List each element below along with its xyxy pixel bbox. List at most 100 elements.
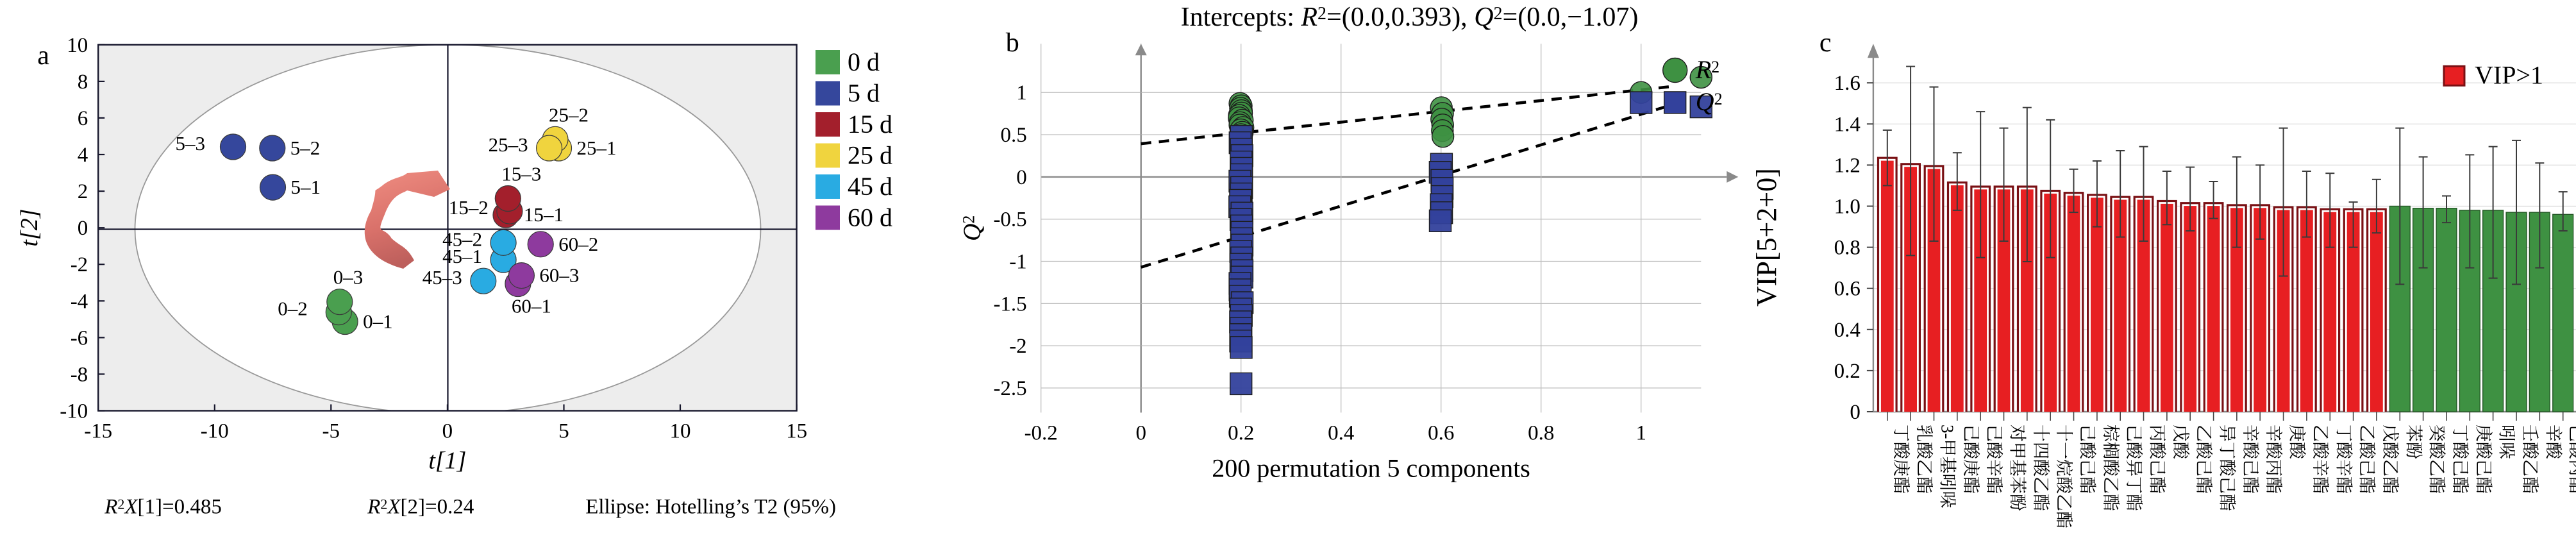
svg-text:5–1: 5–1 <box>291 176 321 198</box>
svg-text:t[1]: t[1] <box>428 448 466 475</box>
svg-text:丁酸庚酯: 丁酸庚酯 <box>1891 425 1911 494</box>
svg-text:3-甲基吲哚: 3-甲基吲哚 <box>1938 425 1957 509</box>
svg-text:1.4: 1.4 <box>1834 113 1861 136</box>
svg-text:5: 5 <box>558 420 569 443</box>
svg-text:0–2: 0–2 <box>278 298 308 320</box>
svg-text:15–3: 15–3 <box>501 163 541 185</box>
svg-text:乙酸己酯: 乙酸己酯 <box>2357 425 2377 494</box>
svg-text:己酸己酯: 己酸己酯 <box>2078 425 2097 494</box>
svg-text:0 d: 0 d <box>848 47 880 76</box>
svg-text:-5: -5 <box>322 420 340 443</box>
svg-text:0: 0 <box>1135 421 1146 444</box>
svg-text:0–3: 0–3 <box>333 266 364 289</box>
svg-text:15: 15 <box>786 420 807 443</box>
svg-text:15–2: 15–2 <box>449 196 489 219</box>
svg-text:0.8: 0.8 <box>1528 421 1554 444</box>
svg-text:乳酸乙酯: 乳酸乙酯 <box>1914 425 1934 494</box>
svg-text:10: 10 <box>670 420 691 443</box>
svg-text:丙酸己酯: 丙酸己酯 <box>2148 425 2167 494</box>
svg-text:-1: -1 <box>1009 251 1027 274</box>
svg-text:辛酸: 辛酸 <box>2543 425 2563 460</box>
svg-text:c: c <box>1819 28 1832 58</box>
svg-text:VIP>1: VIP>1 <box>2475 60 2543 89</box>
svg-text:戊酸乙酯: 戊酸乙酯 <box>2380 425 2400 494</box>
svg-text:0.2: 0.2 <box>1834 360 1861 383</box>
svg-text:吲哚: 吲哚 <box>2497 425 2516 459</box>
svg-text:-15: -15 <box>84 420 112 443</box>
svg-text:b: b <box>1006 28 1019 58</box>
svg-text:0.4: 0.4 <box>1328 421 1354 444</box>
svg-text:60–3: 60–3 <box>539 264 579 287</box>
svg-text:己酸丙酯: 己酸丙酯 <box>2567 425 2576 494</box>
svg-text:0: 0 <box>442 420 453 443</box>
svg-text:1.0: 1.0 <box>1834 196 1861 219</box>
svg-text:癸酸乙酯: 癸酸乙酯 <box>2427 425 2446 494</box>
svg-text:0.5: 0.5 <box>1000 124 1026 147</box>
svg-text:乙酸己酯: 乙酸己酯 <box>2194 425 2213 494</box>
svg-text:5–2: 5–2 <box>290 137 321 159</box>
svg-text:十四酸乙酯: 十四酸乙酯 <box>2031 425 2050 511</box>
svg-text:丁酸己酯: 丁酸己酯 <box>2450 425 2470 494</box>
svg-text:1.2: 1.2 <box>1834 154 1861 177</box>
svg-text:0: 0 <box>78 217 88 240</box>
svg-text:辛酸丙酯: 辛酸丙酯 <box>2264 425 2283 494</box>
svg-text:己酸辛酯: 己酸辛酯 <box>1984 425 2003 494</box>
svg-text:庚酸: 庚酸 <box>2287 425 2307 460</box>
svg-text:2: 2 <box>78 180 88 203</box>
svg-text:己酸庚酯: 己酸庚酯 <box>1961 425 1980 494</box>
svg-text:45 d: 45 d <box>848 172 892 201</box>
svg-text:15 d: 15 d <box>848 110 892 139</box>
svg-text:-1.5: -1.5 <box>993 292 1026 316</box>
svg-text:-2: -2 <box>1009 335 1027 358</box>
svg-text:45–2: 45–2 <box>442 228 482 250</box>
svg-text:庚酸己酯: 庚酸己酯 <box>2473 425 2493 494</box>
svg-text:棕榈酸乙酯: 棕榈酸乙酯 <box>2101 425 2120 511</box>
svg-text:0.4: 0.4 <box>1834 319 1861 342</box>
svg-text:1.6: 1.6 <box>1834 72 1861 95</box>
svg-text:4: 4 <box>78 144 88 167</box>
svg-text:-10: -10 <box>60 400 88 423</box>
svg-text:25–1: 25–1 <box>577 137 617 159</box>
svg-text:0.8: 0.8 <box>1834 237 1861 260</box>
svg-text:-0.5: -0.5 <box>993 208 1026 232</box>
svg-text:200 permutation 5 components: 200 permutation 5 components <box>1212 453 1530 482</box>
svg-text:戊酸: 戊酸 <box>2171 425 2190 460</box>
svg-text:0: 0 <box>1850 401 1861 424</box>
svg-text:5 d: 5 d <box>848 79 880 108</box>
svg-text:对甲基苯酚: 对甲基苯酚 <box>2008 425 2027 511</box>
svg-text:60 d: 60 d <box>848 203 892 232</box>
svg-text:8: 8 <box>78 71 88 94</box>
svg-text:-0.2: -0.2 <box>1025 421 1058 444</box>
svg-text:45–3: 45–3 <box>422 266 462 289</box>
svg-text:-4: -4 <box>71 290 88 313</box>
svg-text:苯酚: 苯酚 <box>2404 425 2423 459</box>
svg-text:a: a <box>37 41 49 71</box>
svg-text:25–2: 25–2 <box>549 103 589 126</box>
svg-text:1: 1 <box>1016 81 1027 105</box>
svg-text:5–3: 5–3 <box>176 132 206 155</box>
svg-text:-2.5: -2.5 <box>993 377 1026 400</box>
svg-text:15–1: 15–1 <box>524 203 564 226</box>
svg-text:异丁酸己酯: 异丁酸己酯 <box>2218 425 2237 511</box>
svg-text:壬酸乙酯: 壬酸乙酯 <box>2520 425 2539 494</box>
svg-text:0.6: 0.6 <box>1428 421 1454 444</box>
svg-text:Intercepts: R2=(0.0,0.393), Q2: Intercepts: R2=(0.0,0.393), Q2=(0.0,−1.0… <box>1181 3 1639 32</box>
svg-text:10: 10 <box>67 34 88 57</box>
svg-text:VIP[5+2+0]: VIP[5+2+0] <box>1751 168 1782 307</box>
svg-text:乙酸辛酯: 乙酸辛酯 <box>2311 425 2330 494</box>
svg-text:己酸异丁酯: 己酸异丁酯 <box>2124 425 2143 511</box>
svg-text:0.2: 0.2 <box>1228 421 1254 444</box>
svg-text:Ellipse: Hotelling’s T2 (95%): Ellipse: Hotelling’s T2 (95%) <box>585 496 836 519</box>
svg-text:60–2: 60–2 <box>558 233 598 255</box>
svg-text:6: 6 <box>78 107 88 130</box>
svg-text:1: 1 <box>1635 421 1646 444</box>
svg-text:-10: -10 <box>201 420 229 443</box>
svg-text:辛酸己酯: 辛酸己酯 <box>2241 425 2260 494</box>
svg-text:-2: -2 <box>71 253 88 276</box>
svg-text:丁酸辛酯: 丁酸辛酯 <box>2334 425 2353 494</box>
svg-text:-8: -8 <box>71 363 88 386</box>
svg-text:0: 0 <box>1016 166 1027 189</box>
svg-text:十一烷酸乙酯: 十一烷酸乙酯 <box>2054 425 2073 528</box>
svg-text:0.6: 0.6 <box>1834 278 1861 301</box>
svg-text:0–1: 0–1 <box>363 310 393 333</box>
